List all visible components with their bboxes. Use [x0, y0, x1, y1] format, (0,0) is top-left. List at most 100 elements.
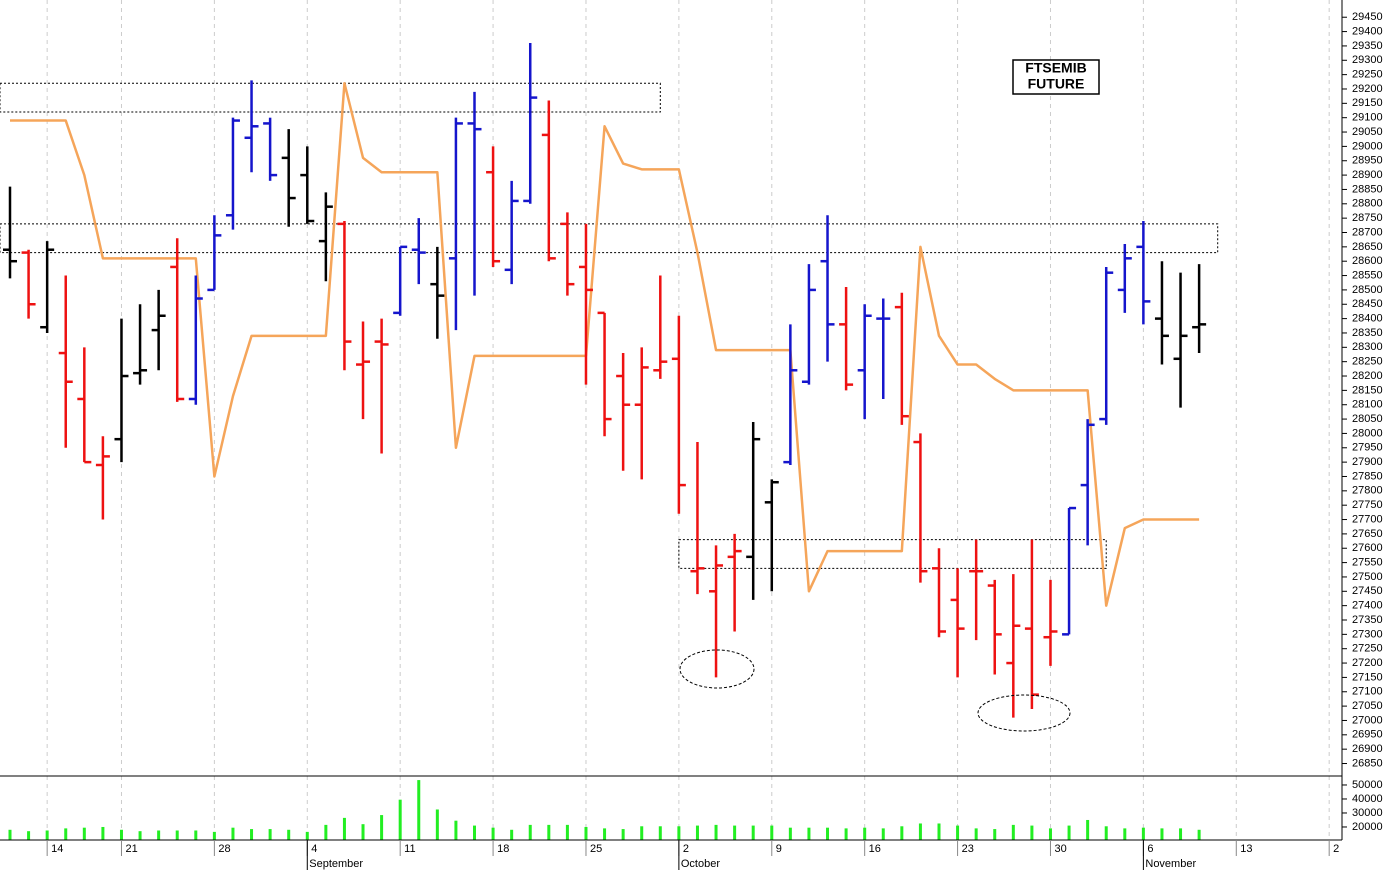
- volume-bar: [1104, 826, 1108, 840]
- volume-bar: [1030, 825, 1034, 840]
- volume-bar: [1011, 824, 1015, 840]
- x-tick-label: 13: [1240, 843, 1252, 855]
- y-tick-label: 28100: [1352, 399, 1383, 411]
- volume-bar: [826, 827, 830, 840]
- y-tick-label: 29450: [1352, 11, 1383, 23]
- volume-bar: [993, 829, 997, 840]
- volume-bar: [82, 827, 86, 840]
- y-tick-label: 27400: [1352, 600, 1383, 612]
- grid: [0, 0, 1330, 840]
- month-label: November: [1145, 858, 1196, 870]
- volume-bar: [621, 829, 625, 840]
- marks: [3, 43, 1207, 840]
- volume-bar: [231, 827, 235, 840]
- y-tick-label: 27350: [1352, 614, 1383, 626]
- y-tick-label: 28000: [1352, 427, 1383, 439]
- y-tick-label: 27100: [1352, 686, 1383, 698]
- volume-bar: [380, 815, 384, 840]
- volume-bar: [733, 825, 737, 840]
- y-tick-label: 28500: [1352, 284, 1383, 296]
- chart-title: FUTURE: [1028, 76, 1085, 92]
- y-tick-label: 27000: [1352, 714, 1383, 726]
- y-tick-label: 27200: [1352, 657, 1383, 669]
- volume-bar: [510, 829, 514, 840]
- x-tick-label: 28: [218, 843, 230, 855]
- volume-bar: [1048, 828, 1052, 840]
- volume-bar: [788, 827, 792, 840]
- volume-bar: [454, 820, 458, 840]
- volume-bar: [1179, 828, 1183, 840]
- y-tick-label: 29400: [1352, 25, 1383, 37]
- volume-bar: [212, 831, 216, 840]
- volume-bar: [1067, 825, 1071, 840]
- volume-bar: [250, 829, 254, 840]
- y-tick-label: 29200: [1352, 83, 1383, 95]
- volume-bar: [435, 809, 439, 840]
- volume-y-tick-label: 30000: [1352, 807, 1383, 819]
- volume-bar: [1141, 827, 1145, 840]
- month-label: October: [681, 858, 720, 870]
- y-tick-label: 26950: [1352, 729, 1383, 741]
- volume-bar: [157, 830, 161, 840]
- y-tick-label: 28450: [1352, 298, 1383, 310]
- low-ellipse: [679, 649, 755, 689]
- y-tick-label: 29300: [1352, 54, 1383, 66]
- volume-bar: [305, 831, 309, 840]
- x-tick-label: 21: [125, 843, 137, 855]
- volume-bar: [640, 826, 644, 840]
- price-zone: [678, 539, 1107, 569]
- y-tick-label: 28800: [1352, 198, 1383, 210]
- x-tick-label: 23: [962, 843, 974, 855]
- volume-bar: [45, 830, 49, 840]
- volume-bar: [287, 829, 291, 840]
- y-tick-label: 26850: [1352, 757, 1383, 769]
- y-tick-label: 28200: [1352, 370, 1383, 382]
- y-tick-label: 28150: [1352, 384, 1383, 396]
- month-label: September: [309, 858, 363, 870]
- volume-bar: [1086, 819, 1090, 840]
- volume-bar: [528, 824, 532, 840]
- x-tick-label: 16: [869, 843, 881, 855]
- y-tick-label: 27700: [1352, 513, 1383, 525]
- y-tick-label: 27300: [1352, 628, 1383, 640]
- volume-bar: [565, 824, 569, 840]
- volume-bar: [398, 799, 402, 840]
- volume-bar: [138, 831, 142, 840]
- y-tick-label: 27650: [1352, 528, 1383, 540]
- y-tick-label: 28600: [1352, 255, 1383, 267]
- volume-y-tick-label: 40000: [1352, 793, 1383, 805]
- x-tick-label: 9: [776, 843, 782, 855]
- y-tick-label: 26900: [1352, 743, 1383, 755]
- volume-bar: [1160, 828, 1164, 840]
- y-tick-label: 27950: [1352, 442, 1383, 454]
- volume-bar: [491, 827, 495, 840]
- volume-bar: [64, 828, 68, 840]
- volume-bar: [8, 829, 12, 840]
- volume-y-tick-label: 50000: [1352, 779, 1383, 791]
- y-tick-label: 27750: [1352, 499, 1383, 511]
- volume-bar: [956, 825, 960, 840]
- title-box: [1012, 59, 1100, 95]
- low-ellipse: [977, 694, 1071, 732]
- y-tick-label: 27900: [1352, 456, 1383, 468]
- x-tick-label: 14: [51, 843, 63, 855]
- volume-bar: [547, 824, 551, 840]
- y-tick-label: 29100: [1352, 112, 1383, 124]
- y-tick-label: 27050: [1352, 700, 1383, 712]
- x-tick-label: 2: [1333, 843, 1339, 855]
- volume-bar: [658, 826, 662, 840]
- y-tick-label: 29350: [1352, 40, 1383, 52]
- y-tick-label: 28950: [1352, 155, 1383, 167]
- volume-bar: [695, 825, 699, 840]
- volume-bar: [863, 827, 867, 840]
- volume-bar: [119, 829, 123, 840]
- volume-bar: [603, 828, 607, 840]
- volume-bar: [27, 831, 31, 840]
- y-tick-label: 27250: [1352, 643, 1383, 655]
- y-tick-label: 27500: [1352, 571, 1383, 583]
- volume-bar: [974, 828, 978, 840]
- y-tick-label: 27450: [1352, 585, 1383, 597]
- volume-bar: [881, 828, 885, 840]
- x-tick-label: 30: [1054, 843, 1066, 855]
- x-tick-label: 2: [683, 843, 689, 855]
